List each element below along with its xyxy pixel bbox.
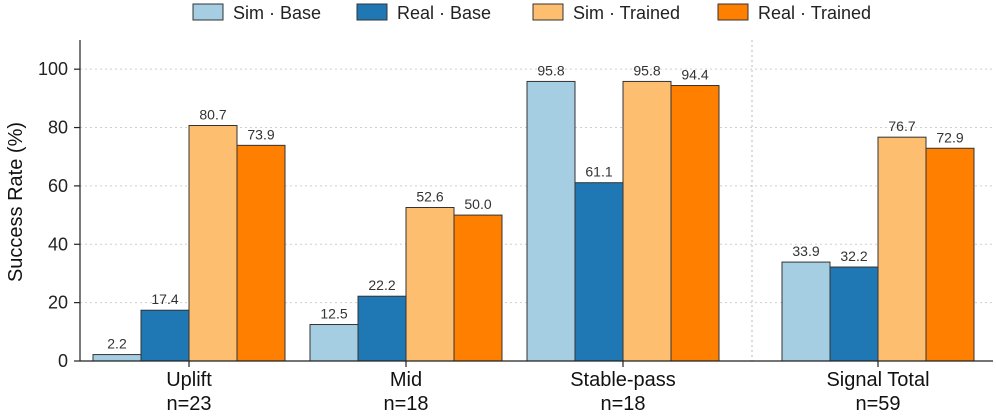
data-labels: 2.2 17.4 80.7 73.9 12.5 22.2 52.6 50.0 95.8 61.1 9… — [107, 62, 964, 351]
bar-value-label: 94.4 — [681, 67, 708, 83]
legend-label: Sim · Base — [233, 3, 321, 23]
axes — [79, 40, 993, 362]
bar-value-label: 95.8 — [633, 62, 660, 78]
y-tick-label: 60 — [48, 176, 68, 196]
bar — [925, 147, 975, 362]
bar — [526, 80, 576, 362]
bar-value-label: 76.7 — [888, 118, 915, 134]
bar-value-label: 32.2 — [840, 248, 867, 264]
bar-value-label: 80.7 — [199, 107, 226, 123]
x-category-name: Signal Total — [826, 369, 929, 391]
legend-label: Real · Base — [397, 3, 491, 23]
bar — [622, 80, 672, 362]
legend-swatch — [192, 3, 224, 21]
bar-value-label: 50.0 — [464, 196, 491, 212]
x-category-count: n=59 — [855, 393, 900, 415]
bar-value-label: 95.8 — [537, 62, 564, 78]
bar — [405, 207, 455, 362]
bar-value-label: 12.5 — [320, 306, 347, 322]
bar-value-label: 61.1 — [585, 164, 612, 180]
bar-value-label: 22.2 — [368, 277, 395, 293]
x-category-count: n=18 — [600, 393, 645, 415]
y-ticks: 0 20 40 60 80 100 — [38, 59, 80, 371]
legend-swatch — [532, 3, 564, 21]
legend-label: Sim · Trained — [573, 3, 680, 23]
bar — [236, 144, 286, 362]
y-axis-label: Success Rate (%) — [5, 122, 27, 282]
bar-value-label: 17.4 — [151, 291, 178, 307]
bar — [574, 182, 624, 362]
legend-swatch — [356, 3, 388, 21]
y-tick-label: 0 — [58, 351, 68, 371]
x-category-name: Stable-pass — [570, 369, 676, 391]
legend-item: Real · Trained — [717, 3, 871, 23]
x-category-name: Mid — [390, 369, 422, 391]
x-category-name: Uplift — [166, 369, 212, 391]
legend-item: Sim · Trained — [532, 3, 680, 23]
bar — [140, 309, 190, 362]
bar — [829, 266, 879, 362]
bar — [92, 354, 142, 362]
y-tick-label: 80 — [48, 118, 68, 138]
bar-value-label: 33.9 — [792, 243, 819, 259]
bar — [309, 324, 359, 362]
bar-value-label: 73.9 — [247, 126, 274, 142]
bar — [877, 136, 927, 362]
y-tick-label: 40 — [48, 234, 68, 254]
legend-item: Sim · Base — [192, 3, 321, 23]
bars — [92, 80, 975, 362]
legend-label: Real · Trained — [758, 3, 871, 23]
y-tick-label: 20 — [48, 293, 68, 313]
bar-value-label: 52.6 — [416, 189, 443, 205]
legend-swatch — [717, 3, 749, 21]
x-category-count: n=18 — [383, 393, 428, 415]
bar-value-label: 72.9 — [936, 129, 963, 145]
legend-item: Real · Base — [356, 3, 491, 23]
bar — [670, 85, 720, 362]
bar — [188, 125, 238, 362]
x-category-count: n=23 — [166, 393, 211, 415]
legend: Sim · Base Real · Base Sim · Trained Real ·… — [192, 3, 871, 23]
bar — [781, 261, 831, 362]
bar — [453, 214, 503, 362]
y-tick-label: 100 — [38, 59, 68, 79]
bar-value-label: 2.2 — [107, 336, 127, 352]
bar — [357, 295, 407, 362]
